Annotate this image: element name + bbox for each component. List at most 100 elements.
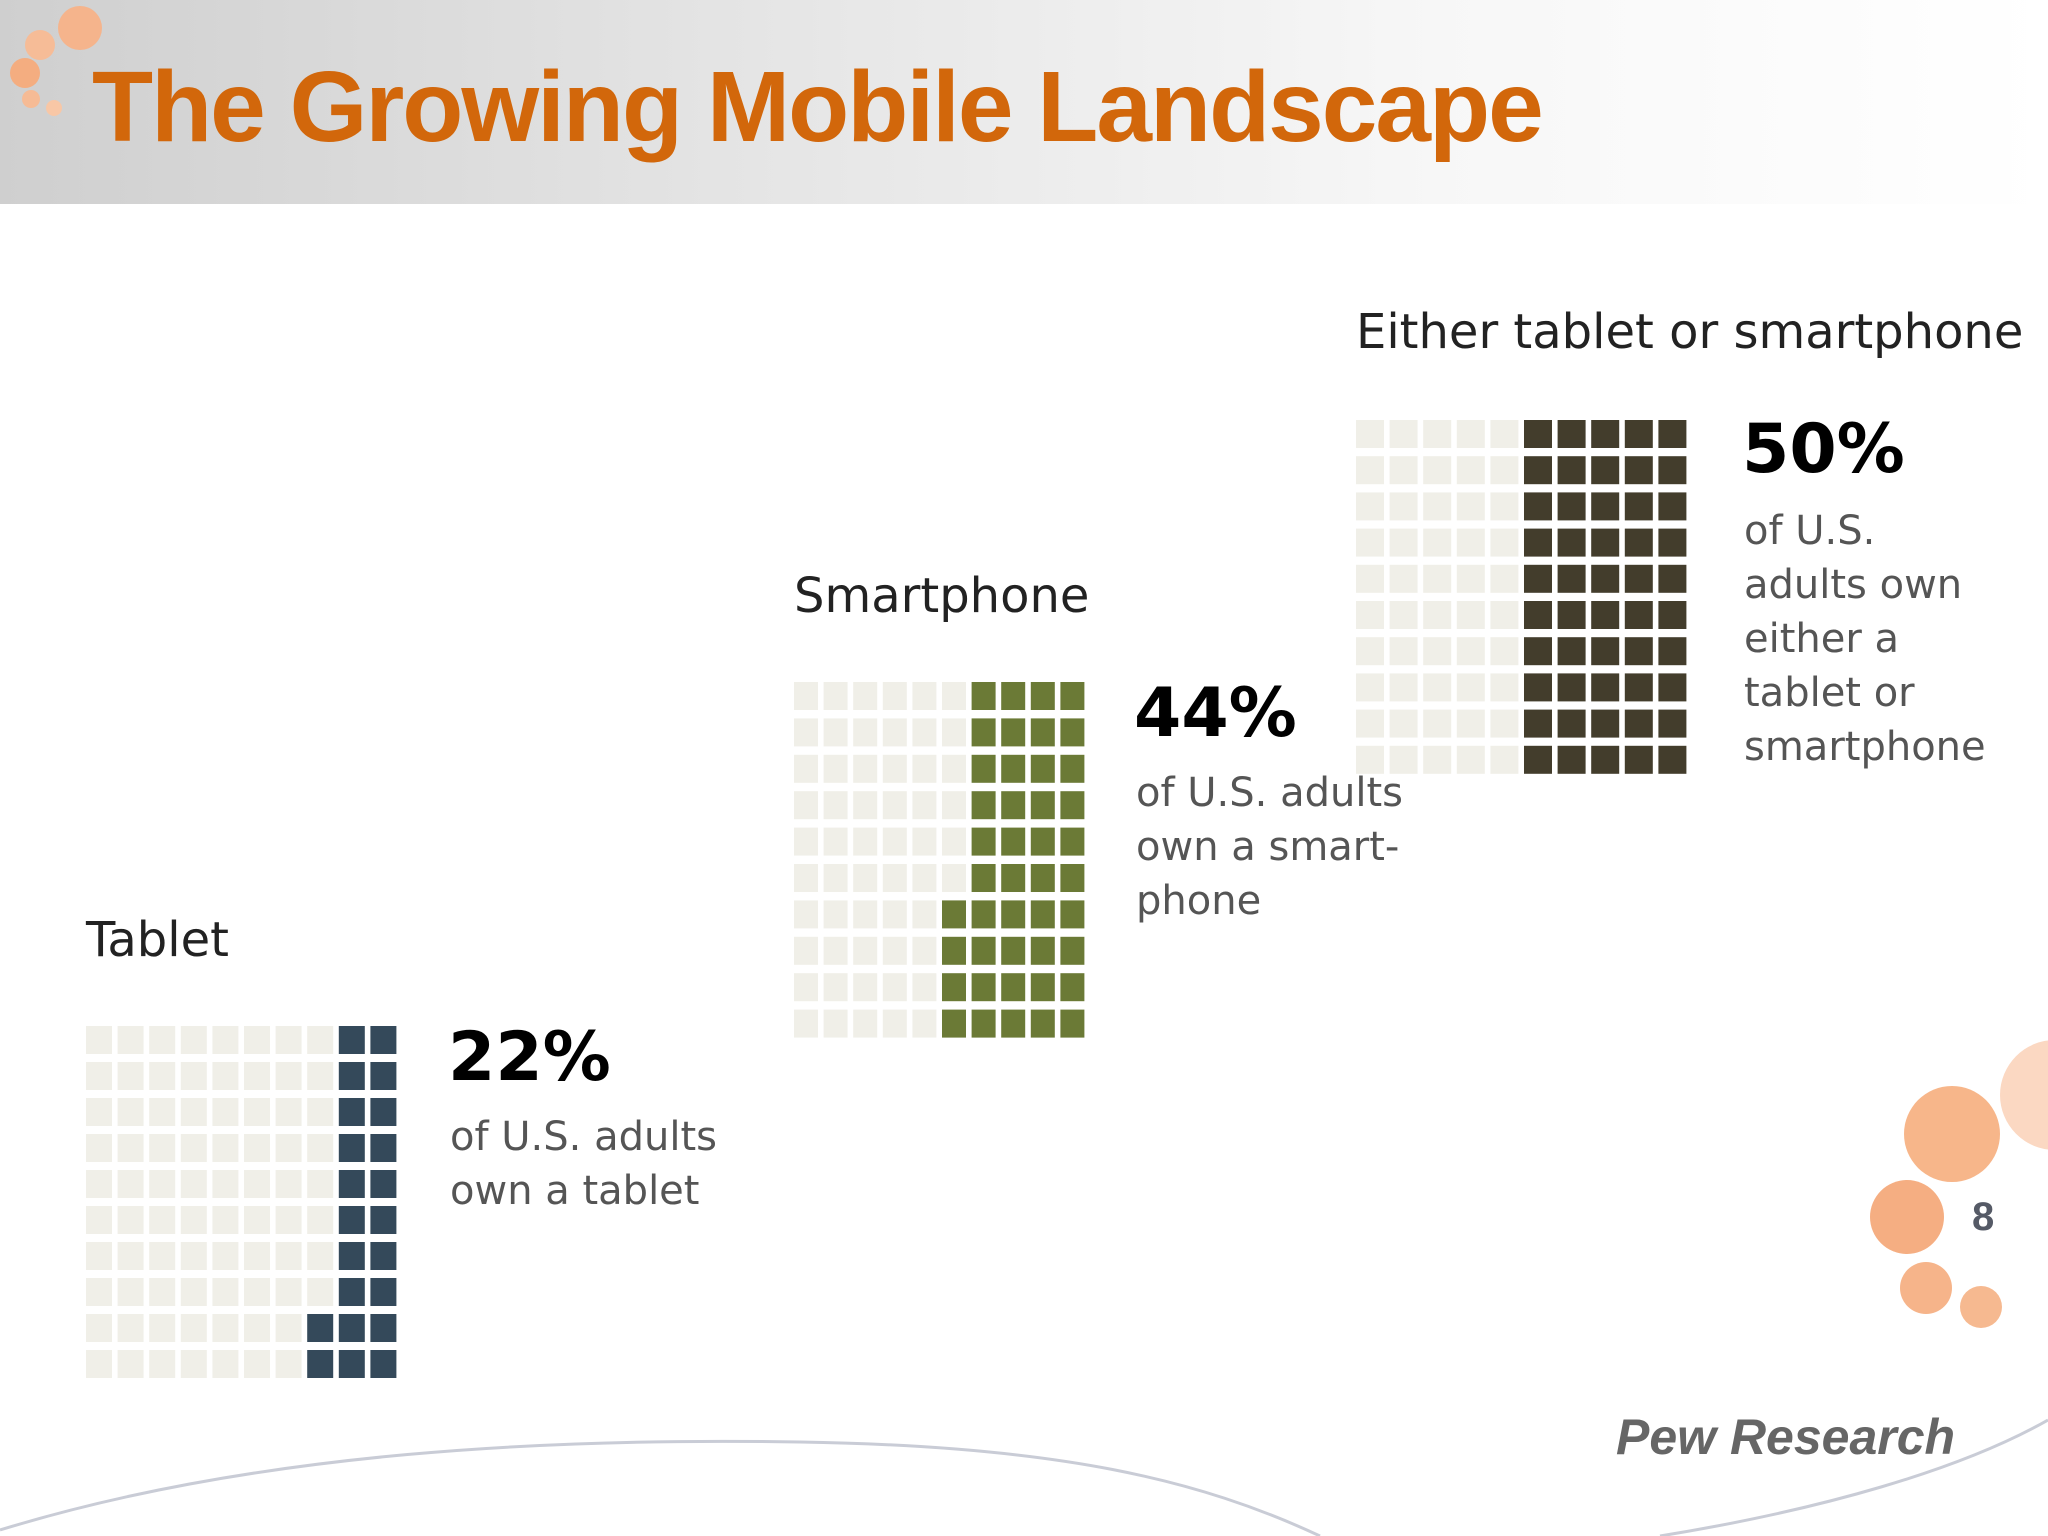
- waffle-cell-smartphone-empty: [823, 791, 848, 820]
- waffle-cell-smartphone-empty: [912, 973, 937, 1002]
- waffle-cell-tablet-empty: [244, 1206, 270, 1234]
- waffle-cell-either-empty: [1389, 564, 1418, 593]
- waffle-cell-tablet-empty: [117, 1026, 144, 1054]
- waffle-cell-tablet-empty: [307, 1170, 334, 1198]
- waffle-cell-smartphone-filled: [1060, 973, 1085, 1002]
- waffle-cell-smartphone-filled: [1030, 682, 1055, 710]
- waffle-cell-either-empty: [1490, 564, 1519, 593]
- waffle-cell-smartphone-empty: [882, 682, 907, 710]
- waffle-cell-either-filled: [1624, 745, 1653, 774]
- waffle-cell-either-filled: [1557, 673, 1586, 702]
- value-label-tablet: 22%: [448, 1018, 611, 1097]
- waffle-cell-smartphone-empty: [942, 754, 966, 783]
- waffle-cell-smartphone-empty: [823, 827, 848, 856]
- waffle-cell-either-empty: [1423, 709, 1452, 738]
- waffle-cell-smartphone-filled: [1030, 900, 1055, 929]
- waffle-cell-tablet-empty: [180, 1278, 207, 1306]
- waffle-cell-either-filled: [1591, 745, 1620, 774]
- waffle-cell-smartphone-filled: [971, 827, 996, 856]
- waffle-cell-smartphone-filled: [1060, 1009, 1085, 1038]
- waffle-cell-smartphone-filled: [1030, 754, 1055, 783]
- waffle-cell-tablet-empty: [149, 1062, 176, 1090]
- waffle-cell-either-empty: [1456, 420, 1485, 448]
- waffle-cell-smartphone-empty: [853, 1009, 878, 1038]
- waffle-cell-tablet-filled: [370, 1278, 397, 1306]
- waffle-cell-tablet-empty: [275, 1062, 302, 1090]
- waffle-cell-either-empty: [1389, 745, 1418, 774]
- waffle-cell-smartphone-empty: [912, 791, 937, 820]
- waffle-cell-either-empty: [1356, 528, 1384, 557]
- waffle-cell-tablet-empty: [307, 1026, 334, 1054]
- waffle-cell-either-filled: [1658, 528, 1687, 557]
- waffle-cell-smartphone-filled: [971, 973, 996, 1002]
- category-label-smartphone: Smartphone: [794, 568, 1090, 624]
- waffle-cell-smartphone-empty: [912, 682, 937, 710]
- waffle-cell-either-empty: [1423, 456, 1452, 485]
- source-credit: Pew Research: [1616, 1409, 1956, 1465]
- waffle-cell-smartphone-empty: [882, 1009, 907, 1038]
- waffle-cell-smartphone-filled: [1001, 864, 1026, 892]
- waffle-cell-tablet-empty: [86, 1350, 112, 1378]
- waffle-cell-smartphone-filled: [1030, 936, 1055, 965]
- waffle-cell-tablet-empty: [307, 1098, 334, 1126]
- waffle-cell-smartphone-filled: [1001, 973, 1026, 1002]
- waffle-cell-tablet-empty: [275, 1350, 302, 1378]
- waffle-cell-tablet-empty: [86, 1026, 112, 1054]
- category-label-tablet: Tablet: [86, 912, 229, 968]
- waffle-cell-either-filled: [1624, 673, 1653, 702]
- waffle-cell-either-filled: [1658, 673, 1687, 702]
- waffle-cell-either-empty: [1423, 637, 1452, 666]
- waffle-cell-either-filled: [1557, 745, 1586, 774]
- waffle-cell-tablet-empty: [275, 1026, 302, 1054]
- value-label-smartphone: 44%: [1134, 674, 1297, 753]
- waffle-cell-tablet-empty: [275, 1170, 302, 1198]
- waffle-cell-tablet-empty: [212, 1242, 239, 1270]
- waffle-tablet: [86, 1026, 397, 1378]
- description-tablet: of U.S. adults own a tablet: [450, 1114, 717, 1214]
- slide-title: The Growing Mobile Landscape: [92, 51, 1544, 163]
- waffle-cell-either-filled: [1624, 456, 1653, 485]
- waffle-cell-smartphone-empty: [942, 864, 966, 892]
- waffle-cell-smartphone-empty: [853, 973, 878, 1002]
- waffle-cell-tablet-empty: [212, 1026, 239, 1054]
- waffle-cell-tablet-empty: [180, 1062, 207, 1090]
- waffle-cell-smartphone-filled: [1030, 864, 1055, 892]
- waffle-cell-either-empty: [1490, 709, 1519, 738]
- waffle-cell-tablet-empty: [212, 1134, 239, 1162]
- waffle-cell-tablet-empty: [149, 1098, 176, 1126]
- decorative-curves: [0, 1418, 2048, 1536]
- waffle-cell-smartphone-empty: [823, 973, 848, 1002]
- waffle-cell-either-filled: [1524, 528, 1552, 557]
- waffle-cell-smartphone-empty: [942, 791, 966, 820]
- waffle-cell-either-filled: [1624, 420, 1653, 448]
- waffle-cell-either-empty: [1389, 492, 1418, 521]
- waffle-cell-tablet-empty: [180, 1242, 207, 1270]
- waffle-cell-smartphone-empty: [882, 900, 907, 929]
- waffle-cell-smartphone-filled: [1030, 791, 1055, 820]
- waffle-cell-either-filled: [1524, 745, 1552, 774]
- waffle-cell-either-filled: [1557, 528, 1586, 557]
- waffle-cell-smartphone-empty: [912, 936, 937, 965]
- waffle-cell-tablet-empty: [212, 1098, 239, 1126]
- waffle-cell-smartphone-empty: [882, 973, 907, 1002]
- waffle-cell-smartphone-filled: [1060, 754, 1085, 783]
- waffle-cell-either-empty: [1456, 492, 1485, 521]
- waffle-cell-tablet-empty: [275, 1242, 302, 1270]
- waffle-cell-smartphone-filled: [1001, 827, 1026, 856]
- waffle-cell-either-empty: [1356, 673, 1384, 702]
- description-smartphone: of U.S. adults own a smart- phone: [1136, 770, 1403, 924]
- waffle-cell-either-empty: [1389, 420, 1418, 448]
- waffle-cell-either-filled: [1557, 456, 1586, 485]
- waffle-cell-either-filled: [1524, 564, 1552, 593]
- waffle-cell-tablet-filled: [338, 1098, 365, 1126]
- waffle-cell-tablet-filled: [370, 1350, 397, 1378]
- waffle-cell-tablet-filled: [370, 1206, 397, 1234]
- waffle-either: [1356, 420, 1687, 774]
- waffle-cell-smartphone-empty: [823, 936, 848, 965]
- waffle-cell-tablet-empty: [180, 1170, 207, 1198]
- waffle-cell-either-filled: [1658, 492, 1687, 521]
- waffle-cell-tablet-empty: [244, 1242, 270, 1270]
- waffle-cell-tablet-filled: [370, 1098, 397, 1126]
- waffle-cell-smartphone-empty: [853, 864, 878, 892]
- waffle-cell-tablet-empty: [86, 1134, 112, 1162]
